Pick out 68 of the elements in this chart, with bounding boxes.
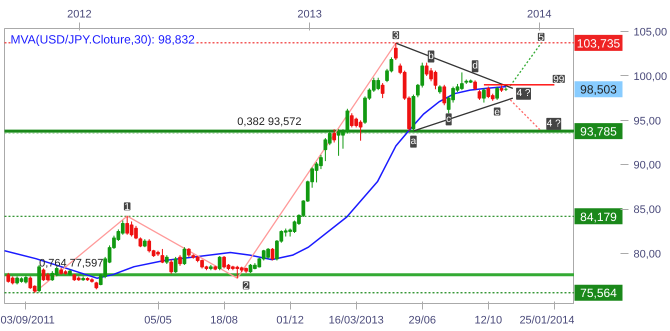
annotation: d (472, 60, 478, 72)
annotation: e (494, 106, 500, 118)
ref-line-label: 75,564 (580, 286, 618, 300)
annotation: a (410, 136, 417, 148)
candlestick (160, 248, 164, 264)
x2-tick-label: 2012 (67, 8, 92, 20)
candlestick (473, 80, 477, 91)
ref-line-label: 84,179 (580, 210, 618, 224)
x-tick-label: 12/10 (474, 314, 502, 326)
line-series (4, 86, 507, 279)
candlestick (138, 236, 142, 248)
candlestick (332, 128, 336, 143)
candlestick (235, 265, 240, 279)
annotation: b (428, 50, 434, 62)
annotation: 99 (553, 74, 565, 86)
y-tick-label: 80,00 (634, 248, 662, 260)
x-tick-label: 29/06 (408, 314, 436, 326)
candlestick (125, 216, 130, 236)
candlestick (266, 248, 270, 260)
candlestick (6, 272, 10, 284)
x2-tick-label: 2014 (527, 8, 552, 20)
x-tick-label: 18/08 (210, 314, 238, 326)
candlestick (328, 131, 332, 146)
candlestick (147, 238, 152, 253)
text: MVA(USD/JPY.Cloture,30): 98,832 (10, 32, 196, 46)
candlestick (424, 62, 429, 76)
x-tick-label: 05/05 (144, 314, 172, 326)
candlestick (178, 254, 182, 266)
candlestick (495, 86, 499, 100)
x-tick-label: 16/03/2013 (328, 314, 384, 326)
candlestick (174, 256, 178, 274)
annotation: 5 (538, 32, 544, 44)
candlestick (358, 120, 362, 142)
candlestick (169, 259, 174, 274)
candlestick (218, 256, 222, 271)
y-tick-label: 90,00 (634, 160, 662, 172)
x2-tick-label: 2013 (297, 8, 322, 20)
candlestick (376, 77, 380, 91)
candlestick (486, 86, 490, 99)
annotation: 0,382 93,572 (237, 116, 302, 128)
y-tick-label: 85,00 (634, 204, 662, 216)
annotation: 4 ? (516, 88, 531, 100)
ref-line-label: 103,735 (576, 36, 621, 50)
annotation: c (446, 114, 452, 125)
candlestick (394, 42, 398, 60)
y-tick-label: 105,00 (634, 26, 668, 39)
annotation: 3 (393, 30, 400, 42)
x-tick-label: 25/01/2014 (519, 314, 575, 326)
candlestick (482, 88, 486, 104)
candlestick (270, 248, 274, 261)
candlestick (380, 82, 384, 99)
ref-line-label: 93,785 (580, 124, 618, 139)
annotation: 2 (243, 280, 250, 292)
x-tick-label: 03/09/2011 (0, 314, 55, 326)
y-tick-label: 100,00 (634, 70, 668, 83)
candlestick (50, 270, 54, 282)
candlestick (442, 84, 446, 106)
y-tick-label: 95,00 (634, 115, 662, 128)
annotation: 1 (124, 202, 130, 213)
candlestick (478, 90, 482, 100)
candlestick (28, 276, 32, 290)
candlestick (354, 117, 358, 128)
candlestick (37, 264, 41, 293)
candlestick (350, 112, 354, 128)
candlestick (182, 246, 186, 266)
x-tick-label: 01/12 (276, 314, 304, 326)
text: 98,503 (580, 82, 618, 97)
annotation: 4 ? (546, 118, 562, 130)
